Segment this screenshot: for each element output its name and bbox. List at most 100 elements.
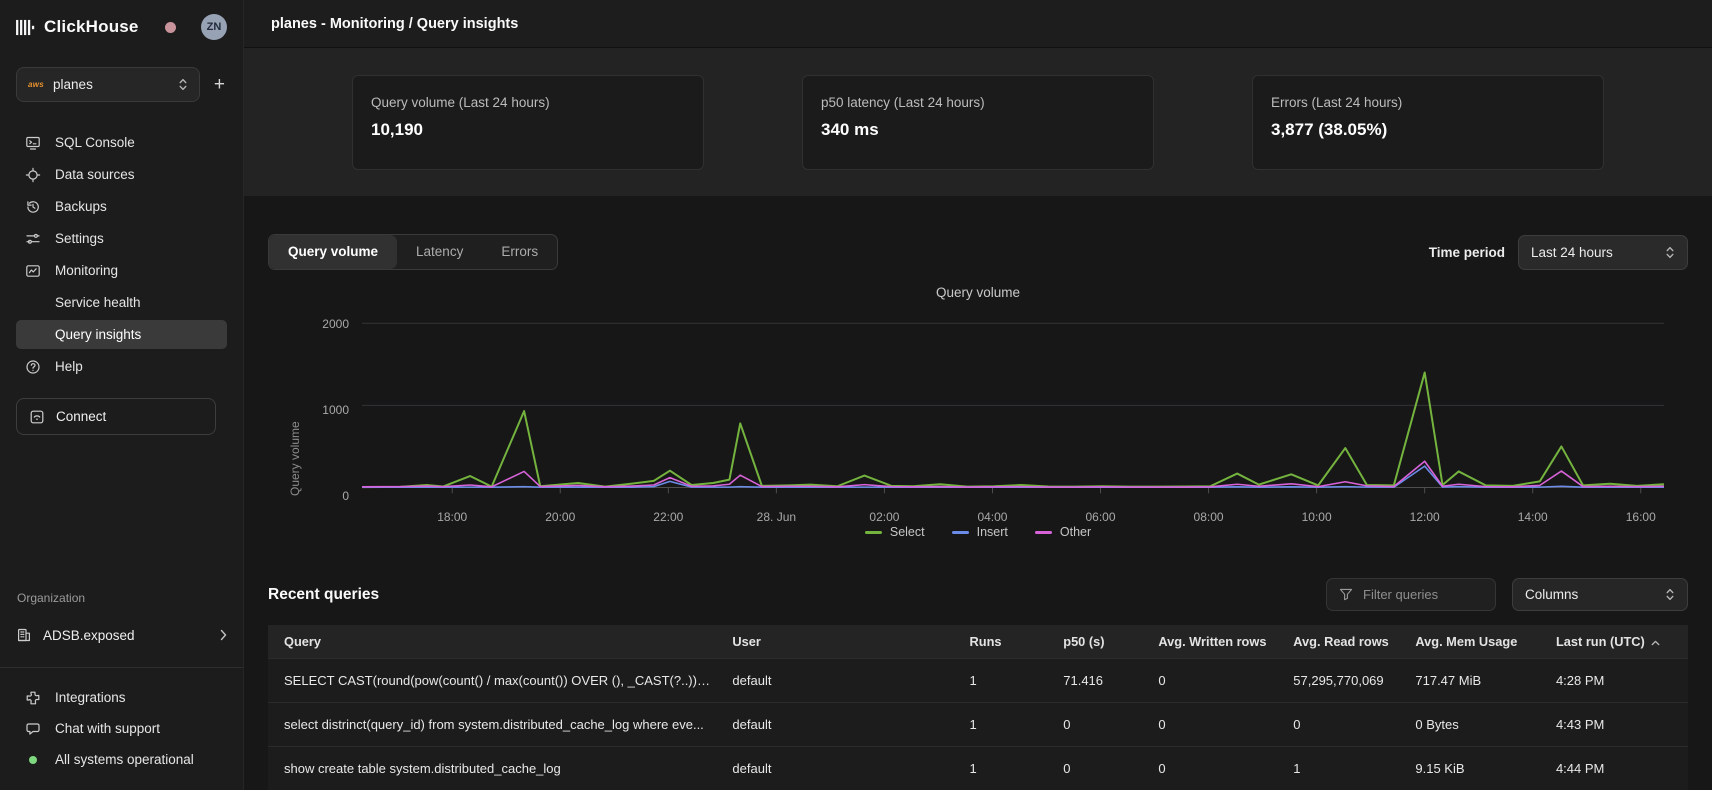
recent-queries-table: Query User Runs p50 (s) Avg. Written rows Avg… [268, 625, 1688, 790]
sidebar-item-settings[interactable]: Settings [16, 224, 227, 253]
table-cell: 0 [1148, 701, 1284, 746]
legend-swatch [1034, 530, 1052, 534]
sidebar-item-monitoring[interactable]: Monitoring [16, 256, 227, 285]
table-cell: 0 Bytes [1405, 701, 1546, 746]
table-cell: 1 [1283, 745, 1406, 790]
x-axis-tick: 28. Jun [756, 510, 797, 524]
monitoring-icon [25, 262, 42, 279]
organization-item[interactable]: ADSB.exposed [16, 620, 227, 650]
tab-errors[interactable]: Errors [501, 244, 539, 259]
legend-swatch [864, 530, 882, 534]
connect-label: Connect [56, 409, 107, 424]
chart-title: Query volume [935, 285, 1021, 300]
table-cell: 1 [959, 657, 1054, 702]
column-header-avg-read-rows[interactable]: Avg. Read rows [1283, 625, 1405, 658]
legend-item-select[interactable]: Select [864, 525, 925, 539]
recent-queries-title: Recent queries [268, 585, 380, 603]
stat-card-value: 10,190 [371, 119, 423, 139]
sidebar-item-label: Service health [55, 295, 141, 310]
status-dot [25, 751, 42, 768]
column-header-label: Avg. Written rows [1158, 633, 1267, 649]
tab-query-volume[interactable]: Query volume [269, 235, 398, 269]
legend-label: Select [889, 525, 925, 539]
sidebar-item-label: Data sources [55, 167, 135, 182]
query-cell: show create table system.distributed_cac… [268, 745, 723, 790]
page-title: planes - Monitoring / Query insights [271, 15, 519, 32]
sql-console-icon [25, 134, 42, 151]
stat-card: Errors (Last 24 hours) 3,877 (38.05%) [1252, 74, 1604, 170]
tab-latency[interactable]: Latency [416, 244, 464, 259]
sidebar-item-backups[interactable]: Backups [16, 192, 227, 221]
service-selector-row: aws planes + [16, 67, 227, 102]
table-row[interactable]: select distrinct(query_id) from system.d… [268, 701, 1688, 746]
avatar[interactable]: ZN [201, 14, 227, 40]
table-cell: 1 [959, 701, 1054, 746]
table-cell: 0 [1053, 701, 1149, 746]
table-cell: default [722, 657, 960, 702]
recent-queries-controls: Filter queries Columns [1326, 578, 1688, 611]
y-axis-tick: 1000 [322, 403, 349, 417]
x-axis-tick: 08:00 [1193, 510, 1224, 524]
column-header-label: Query [284, 633, 321, 649]
table-cell: 4:43 PM [1545, 701, 1688, 746]
column-header-user[interactable]: User [722, 625, 959, 658]
sidebar-item-help[interactable]: Help [16, 352, 227, 381]
legend-swatch [951, 530, 969, 534]
connect-button[interactable]: Connect [16, 398, 216, 435]
service-selector[interactable]: aws planes [16, 67, 200, 102]
sidebar-item-chat-with-support[interactable]: Chat with support [16, 714, 227, 743]
time-period-select[interactable]: Last 24 hours [1518, 234, 1688, 270]
legend-label: Other [1059, 525, 1092, 539]
legend-item-other[interactable]: Other [1034, 525, 1092, 539]
column-header-label: p50 (s) [1063, 633, 1105, 649]
x-axis-tick: 18:00 [437, 510, 468, 524]
table-row[interactable]: show create table system.distributed_cac… [268, 745, 1688, 790]
sidebar: ClickHouse ZN aws planes + SQL Console Da… [0, 0, 244, 790]
column-header-label: Last run (UTC) [1555, 633, 1645, 649]
organization-name: ADSB.exposed [43, 627, 135, 643]
sidebar-item-sql-console[interactable]: SQL Console [16, 128, 227, 157]
sidebar-item-data-sources[interactable]: Data sources [16, 160, 227, 189]
column-header-avg-mem-usage[interactable]: Avg. Mem Usage [1405, 625, 1546, 658]
notification-dot [165, 21, 176, 33]
legend-label: Insert [976, 525, 1008, 539]
column-header-avg-written-rows[interactable]: Avg. Written rows [1148, 625, 1283, 658]
x-axis-tick: 10:00 [1301, 510, 1332, 524]
table-row[interactable]: SELECT CAST(round(pow(count() / max(coun… [268, 657, 1688, 702]
sidebar-item-query-insights[interactable]: Query insights [16, 320, 227, 349]
table-cell: 0 [1148, 657, 1284, 702]
chevron-up-down-icon [1665, 245, 1675, 260]
connect-icon [29, 409, 45, 425]
x-axis-tick: 06:00 [1085, 510, 1116, 524]
chevron-right-icon [220, 629, 227, 641]
backups-icon [25, 198, 42, 215]
chart-tab-group: Query volume Latency Errors [268, 234, 559, 270]
x-axis-tick: 14:00 [1517, 510, 1548, 524]
table-cell: 71.416 [1053, 657, 1149, 702]
x-axis-tick: 22:00 [653, 510, 684, 524]
building-icon [16, 627, 32, 643]
stat-card: p50 latency (Last 24 hours) 340 ms [802, 74, 1154, 170]
organization-section-label: Organization [17, 591, 86, 605]
columns-select[interactable]: Columns [1512, 578, 1688, 611]
stat-card: Query volume (Last 24 hours) 10,190 [352, 74, 704, 170]
status-dot-shape [29, 755, 37, 764]
brand-row: ClickHouse ZN [16, 12, 227, 42]
stats-strip: Query volume (Last 24 hours) 10,190 p50 la… [244, 48, 1712, 196]
column-header-query[interactable]: Query [268, 625, 722, 658]
column-header-last-run-utc[interactable]: Last run (UTC) [1546, 625, 1688, 658]
column-header-p50-s[interactable]: p50 (s) [1053, 625, 1148, 658]
add-service-button[interactable]: + [213, 74, 225, 95]
query-cell: select distrinct(query_id) from system.d… [268, 701, 723, 746]
table-cell: 0 [1148, 745, 1284, 790]
legend-item-insert[interactable]: Insert [951, 525, 1008, 539]
sidebar-item-all-systems-operational[interactable]: All systems operational [16, 745, 227, 774]
sidebar-item-service-health[interactable]: Service health [16, 288, 227, 317]
table-cell: 4:28 PM [1545, 657, 1688, 702]
column-header-runs[interactable]: Runs [960, 625, 1054, 658]
chart-y-axis-label: Query volume [288, 421, 302, 496]
sidebar-item-integrations[interactable]: Integrations [16, 683, 227, 712]
time-period-control: Time period Last 24 hours [1429, 234, 1688, 270]
filter-queries-input[interactable]: Filter queries [1326, 578, 1496, 611]
chart-legend: Select Insert Other [268, 525, 1688, 539]
